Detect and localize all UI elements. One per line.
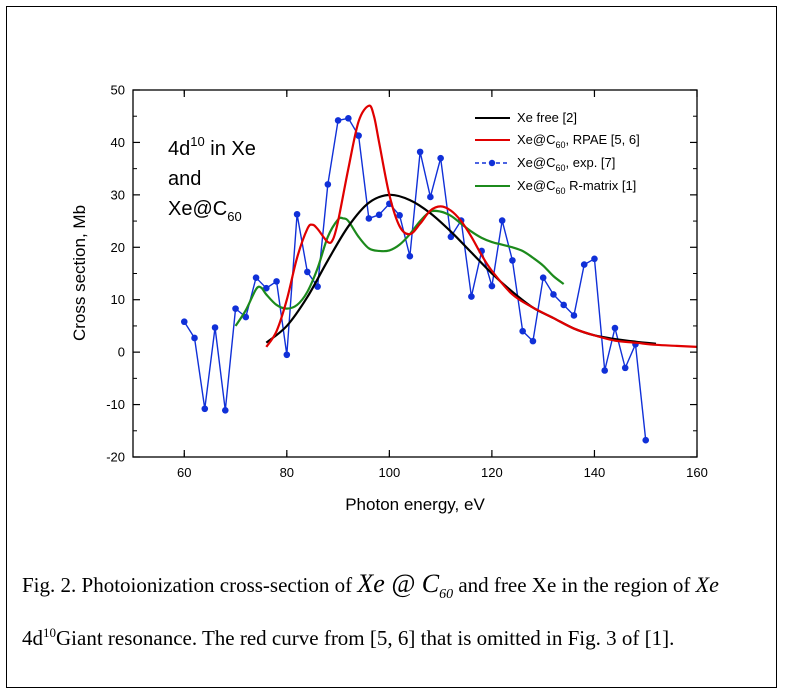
data-point [314,283,321,290]
data-point [180,318,188,326]
inset-annotation: 4d10 in Xe and Xe@C60 [168,134,256,224]
data-point [345,115,352,122]
svg-text:Xe@C60 R-matrix [1]: Xe@C60 R-matrix [1] [517,178,636,196]
data-point [529,337,537,345]
data-point [621,364,629,372]
data-point [509,257,516,264]
series-rpae [265,104,697,348]
data-point [273,278,280,285]
caption-shell: 4d10 [22,625,56,651]
data-point [416,148,424,156]
caption-symbol-xe-c60: Xe @ C60 [357,569,453,602]
x-tick-label: 60 [177,465,191,480]
legend-label-rmatrix-main: Xe@C [517,178,556,193]
caption-middle: and free Xe in the region of [458,573,691,597]
caption-symbol-xe: Xe [695,572,719,597]
data-point [560,301,567,309]
data-point [611,324,619,332]
data-point [293,210,301,218]
y-tick-label: 40 [111,135,125,150]
data-point [498,217,506,224]
x-tick-label: 140 [584,465,606,480]
data-point [570,312,578,319]
data-point [252,274,260,281]
legend-label-exp-sub: 60 [556,163,566,173]
data-point [375,211,383,219]
data-point [447,233,455,241]
y-tick-label: -20 [106,450,125,465]
inset-line1-main: 4d [168,138,190,160]
data-point [263,284,270,292]
legend-label-rpae-tail: , RPAE [5, 6] [566,132,640,147]
legend-marker-exp [488,159,496,167]
svg-text:Xe@C60, exp. [7]: Xe@C60, exp. [7] [517,155,615,173]
legend-label-rmatrix-tail: R-matrix [1] [566,178,637,193]
caption-shell-main: 4d [22,626,43,651]
data-point [396,212,403,219]
data-point [283,351,291,359]
figure-frame [6,6,777,688]
legend-label-rpae-sub: 60 [556,140,566,150]
inset-line2: and [168,168,201,190]
caption-suffix: Giant resonance. The red curve from [5, … [56,626,675,651]
x-axis-label: Photon energy, eV [345,495,485,514]
x-tick-label: 120 [481,465,503,480]
inset-line3-sub: 60 [227,209,241,224]
data-point [406,252,414,260]
inset-line1-tail: in Xe [205,138,256,160]
x-tick-label: 80 [280,465,294,480]
legend: Xe free [2] Xe@C60, RPAE [5, 6] Xe@C60, … [475,110,640,196]
legend-label-rpae-main: Xe@C [517,132,556,147]
data-point [304,268,311,276]
y-tick-label: -10 [106,397,125,412]
data-point [211,324,219,331]
svg-text:Xe@C60: Xe@C60 [168,198,242,224]
data-point [201,405,209,413]
series-rpae-line [265,104,697,348]
data-point [221,407,229,414]
figure-caption: Fig. 2. Photoionization cross-section of… [22,565,782,657]
svg-text:4d10 in Xe: 4d10 in Xe [168,134,256,160]
inset-line3-main: Xe@C [168,198,227,220]
legend-label-xe-free: Xe free [2] [517,110,577,125]
data-point [550,291,557,298]
svg-text:Xe@C60, RPAE [5, 6]: Xe@C60, RPAE [5, 6] [517,132,640,150]
data-point [601,367,609,374]
caption-symbol-sub: 60 [439,587,454,603]
data-point [334,117,342,124]
data-point [642,436,650,444]
y-axis-label: Cross section, Mb [70,205,89,341]
y-tick-label: 10 [111,292,125,307]
data-point [539,274,547,281]
chart: 60 80 100 120 140 160 -20 -10 0 10 20 30 40 50 Photon… [70,83,708,515]
data-point [580,261,588,268]
inset-line1-sup: 10 [190,134,204,149]
data-point [242,313,250,321]
data-point [232,305,239,312]
x-tick-label: 160 [686,465,708,480]
series-exp [180,115,650,444]
y-tick-label: 0 [118,345,125,360]
data-point [437,154,444,162]
legend-label-rmatrix-sub: 60 [556,186,566,196]
caption-prefix: Fig. 2. Photoionization cross-section of [22,573,353,597]
caption-shell-sup: 10 [43,625,56,641]
data-point [519,327,526,335]
data-point [191,334,198,342]
y-tick-label: 20 [111,240,125,255]
data-point [488,282,496,290]
data-point [324,181,332,188]
y-tick-label: 50 [111,83,125,98]
legend-label-exp-main: Xe@C [517,155,556,170]
data-point [591,255,598,263]
caption-symbol-main: Xe @ C [357,569,440,598]
y-tick-label: 30 [111,187,125,202]
data-point [427,193,434,201]
data-point [355,132,362,139]
data-point [468,293,475,300]
series-exp-line [183,117,647,441]
x-tick-label: 100 [379,465,401,480]
legend-label-exp-tail: , exp. [7] [566,155,616,170]
data-point [365,215,373,222]
